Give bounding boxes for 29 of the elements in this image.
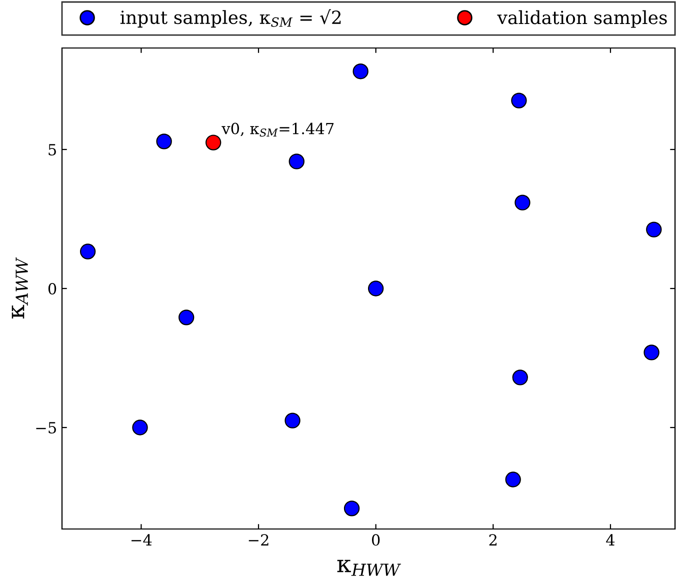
y-tick-label: 5 bbox=[48, 144, 56, 156]
legend-label: validation samples bbox=[497, 10, 667, 28]
point bbox=[505, 472, 521, 488]
y-axis-title: κ$_{AWW}$ bbox=[12, 257, 28, 319]
x-tick-label: 2 bbox=[489, 534, 497, 546]
x-tick-label: 0 bbox=[372, 534, 380, 546]
point bbox=[206, 134, 222, 150]
point bbox=[288, 154, 304, 170]
annotation: v0, κ$_{SM}$=1.447 bbox=[222, 122, 334, 137]
legend-label: input samples, κ$_{SM}$ = √2 bbox=[120, 9, 341, 28]
point bbox=[368, 280, 384, 296]
point bbox=[284, 412, 300, 428]
point bbox=[132, 420, 148, 436]
point bbox=[644, 344, 660, 360]
point bbox=[514, 194, 530, 210]
point bbox=[156, 134, 172, 150]
y-tick-label: 0 bbox=[48, 282, 56, 295]
x-tick-label: 4 bbox=[606, 534, 615, 546]
x-axis-title: κ$_{HWW}$ bbox=[337, 560, 401, 576]
point bbox=[344, 500, 360, 516]
x-tick-label: −4 bbox=[132, 534, 152, 546]
point bbox=[646, 222, 662, 238]
point bbox=[80, 244, 96, 260]
y-tick-label: −5 bbox=[36, 422, 56, 434]
point bbox=[511, 92, 527, 108]
x-tick-label: −2 bbox=[248, 534, 268, 546]
point bbox=[512, 370, 528, 386]
point bbox=[352, 64, 368, 80]
point bbox=[178, 310, 194, 326]
